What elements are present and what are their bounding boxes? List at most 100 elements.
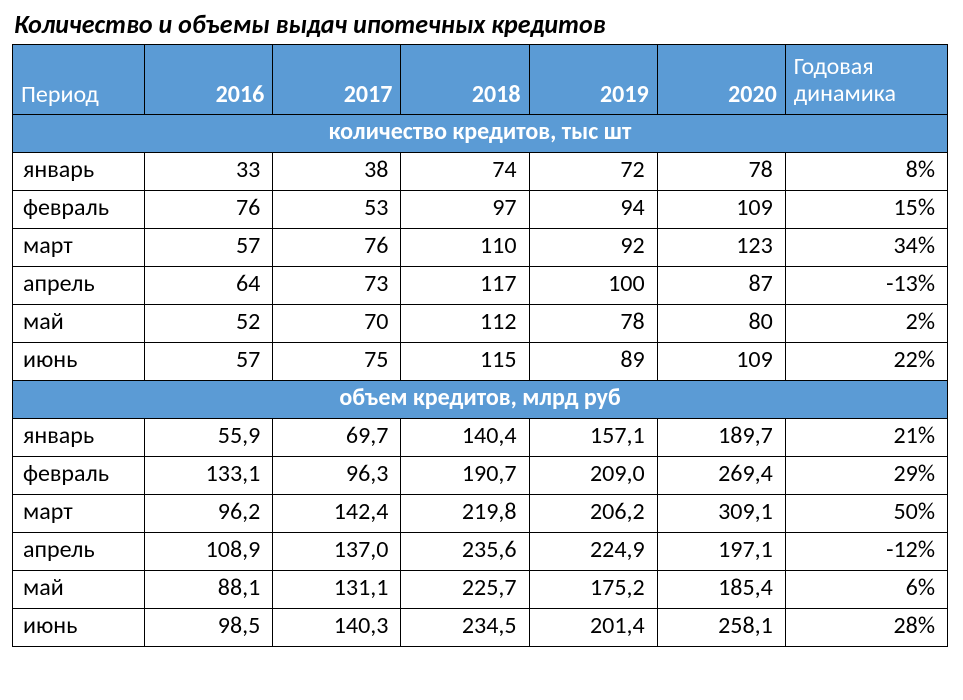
cell: 224,9 xyxy=(529,533,657,571)
cell: 225,7 xyxy=(401,571,529,609)
table-row: апрель 108,9 137,0 235,6 224,9 197,1 -12… xyxy=(13,533,948,571)
row-month: февраль xyxy=(13,457,145,495)
row-month: апрель xyxy=(13,533,145,571)
cell: 209,0 xyxy=(529,457,657,495)
cell-dynamics: -12% xyxy=(785,533,947,571)
section-count: количество кредитов, тыс шт xyxy=(13,115,948,153)
table-row: март 57 76 110 92 123 34% xyxy=(13,229,948,267)
cell: 96,3 xyxy=(273,457,401,495)
col-year-2018: 2018 xyxy=(401,45,529,115)
table-row: январь 33 38 74 72 78 8% xyxy=(13,153,948,191)
table-row: февраль 133,1 96,3 190,7 209,0 269,4 29% xyxy=(13,457,948,495)
cell: 142,4 xyxy=(273,495,401,533)
cell: 78 xyxy=(529,305,657,343)
cell: 69,7 xyxy=(273,419,401,457)
cell: 269,4 xyxy=(657,457,785,495)
cell: 185,4 xyxy=(657,571,785,609)
cell: 80 xyxy=(657,305,785,343)
cell: 98,5 xyxy=(145,609,273,647)
col-year-2019: 2019 xyxy=(529,45,657,115)
cell: 73 xyxy=(273,267,401,305)
cell: 94 xyxy=(529,191,657,229)
cell: 33 xyxy=(145,153,273,191)
cell: 131,1 xyxy=(273,571,401,609)
cell-dynamics: 15% xyxy=(785,191,947,229)
cell: 140,4 xyxy=(401,419,529,457)
col-year-2020: 2020 xyxy=(657,45,785,115)
row-month: май xyxy=(13,571,145,609)
cell: 55,9 xyxy=(145,419,273,457)
col-year-2016: 2016 xyxy=(145,45,273,115)
cell: 137,0 xyxy=(273,533,401,571)
cell: 189,7 xyxy=(657,419,785,457)
row-month: июнь xyxy=(13,343,145,381)
row-month: май xyxy=(13,305,145,343)
cell: 109 xyxy=(657,343,785,381)
cell: 258,1 xyxy=(657,609,785,647)
table-title: Количество и объемы выдач ипотечных кред… xyxy=(14,8,951,40)
cell-dynamics: 6% xyxy=(785,571,947,609)
cell: 75 xyxy=(273,343,401,381)
table-row: февраль 76 53 97 94 109 15% xyxy=(13,191,948,229)
row-month: январь xyxy=(13,419,145,457)
cell: 157,1 xyxy=(529,419,657,457)
table-row: май 52 70 112 78 80 2% xyxy=(13,305,948,343)
cell-dynamics: 34% xyxy=(785,229,947,267)
cell: 97 xyxy=(401,191,529,229)
cell: 72 xyxy=(529,153,657,191)
cell: 206,2 xyxy=(529,495,657,533)
cell: 89 xyxy=(529,343,657,381)
cell: 87 xyxy=(657,267,785,305)
row-month: март xyxy=(13,229,145,267)
cell: 88,1 xyxy=(145,571,273,609)
table-row: май 88,1 131,1 225,7 175,2 185,4 6% xyxy=(13,571,948,609)
cell: 175,2 xyxy=(529,571,657,609)
cell-dynamics: 22% xyxy=(785,343,947,381)
cell: 52 xyxy=(145,305,273,343)
cell: 92 xyxy=(529,229,657,267)
cell: 78 xyxy=(657,153,785,191)
cell: 74 xyxy=(401,153,529,191)
cell: 309,1 xyxy=(657,495,785,533)
cell: 70 xyxy=(273,305,401,343)
cell: 53 xyxy=(273,191,401,229)
cell: 190,7 xyxy=(401,457,529,495)
cell: 64 xyxy=(145,267,273,305)
cell-dynamics: -13% xyxy=(785,267,947,305)
col-year-2017: 2017 xyxy=(273,45,401,115)
row-month: февраль xyxy=(13,191,145,229)
row-month: июнь xyxy=(13,609,145,647)
cell: 110 xyxy=(401,229,529,267)
col-period: Период xyxy=(13,45,145,115)
cell: 76 xyxy=(145,191,273,229)
cell: 115 xyxy=(401,343,529,381)
cell: 112 xyxy=(401,305,529,343)
cell: 140,3 xyxy=(273,609,401,647)
cell-dynamics: 21% xyxy=(785,419,947,457)
mortgage-table: Период 2016 2017 2018 2019 2020 Годовая … xyxy=(12,44,948,647)
table-row: апрель 64 73 117 100 87 -13% xyxy=(13,267,948,305)
table-row: июнь 57 75 115 89 109 22% xyxy=(13,343,948,381)
table-row: март 96,2 142,4 219,8 206,2 309,1 50% xyxy=(13,495,948,533)
col-dynamics: Годовая динамика xyxy=(785,45,947,115)
cell: 123 xyxy=(657,229,785,267)
cell: 57 xyxy=(145,229,273,267)
section-volume: объем кредитов, млрд руб xyxy=(13,381,948,419)
cell: 197,1 xyxy=(657,533,785,571)
cell: 109 xyxy=(657,191,785,229)
cell: 235,6 xyxy=(401,533,529,571)
cell: 234,5 xyxy=(401,609,529,647)
cell: 38 xyxy=(273,153,401,191)
cell: 133,1 xyxy=(145,457,273,495)
row-month: март xyxy=(13,495,145,533)
cell-dynamics: 8% xyxy=(785,153,947,191)
cell: 96,2 xyxy=(145,495,273,533)
header-row: Период 2016 2017 2018 2019 2020 Годовая … xyxy=(13,45,948,115)
cell-dynamics: 50% xyxy=(785,495,947,533)
table-row: июнь 98,5 140,3 234,5 201,4 258,1 28% xyxy=(13,609,948,647)
row-month: апрель xyxy=(13,267,145,305)
table-row: январь 55,9 69,7 140,4 157,1 189,7 21% xyxy=(13,419,948,457)
cell: 108,9 xyxy=(145,533,273,571)
cell-dynamics: 28% xyxy=(785,609,947,647)
row-month: январь xyxy=(13,153,145,191)
